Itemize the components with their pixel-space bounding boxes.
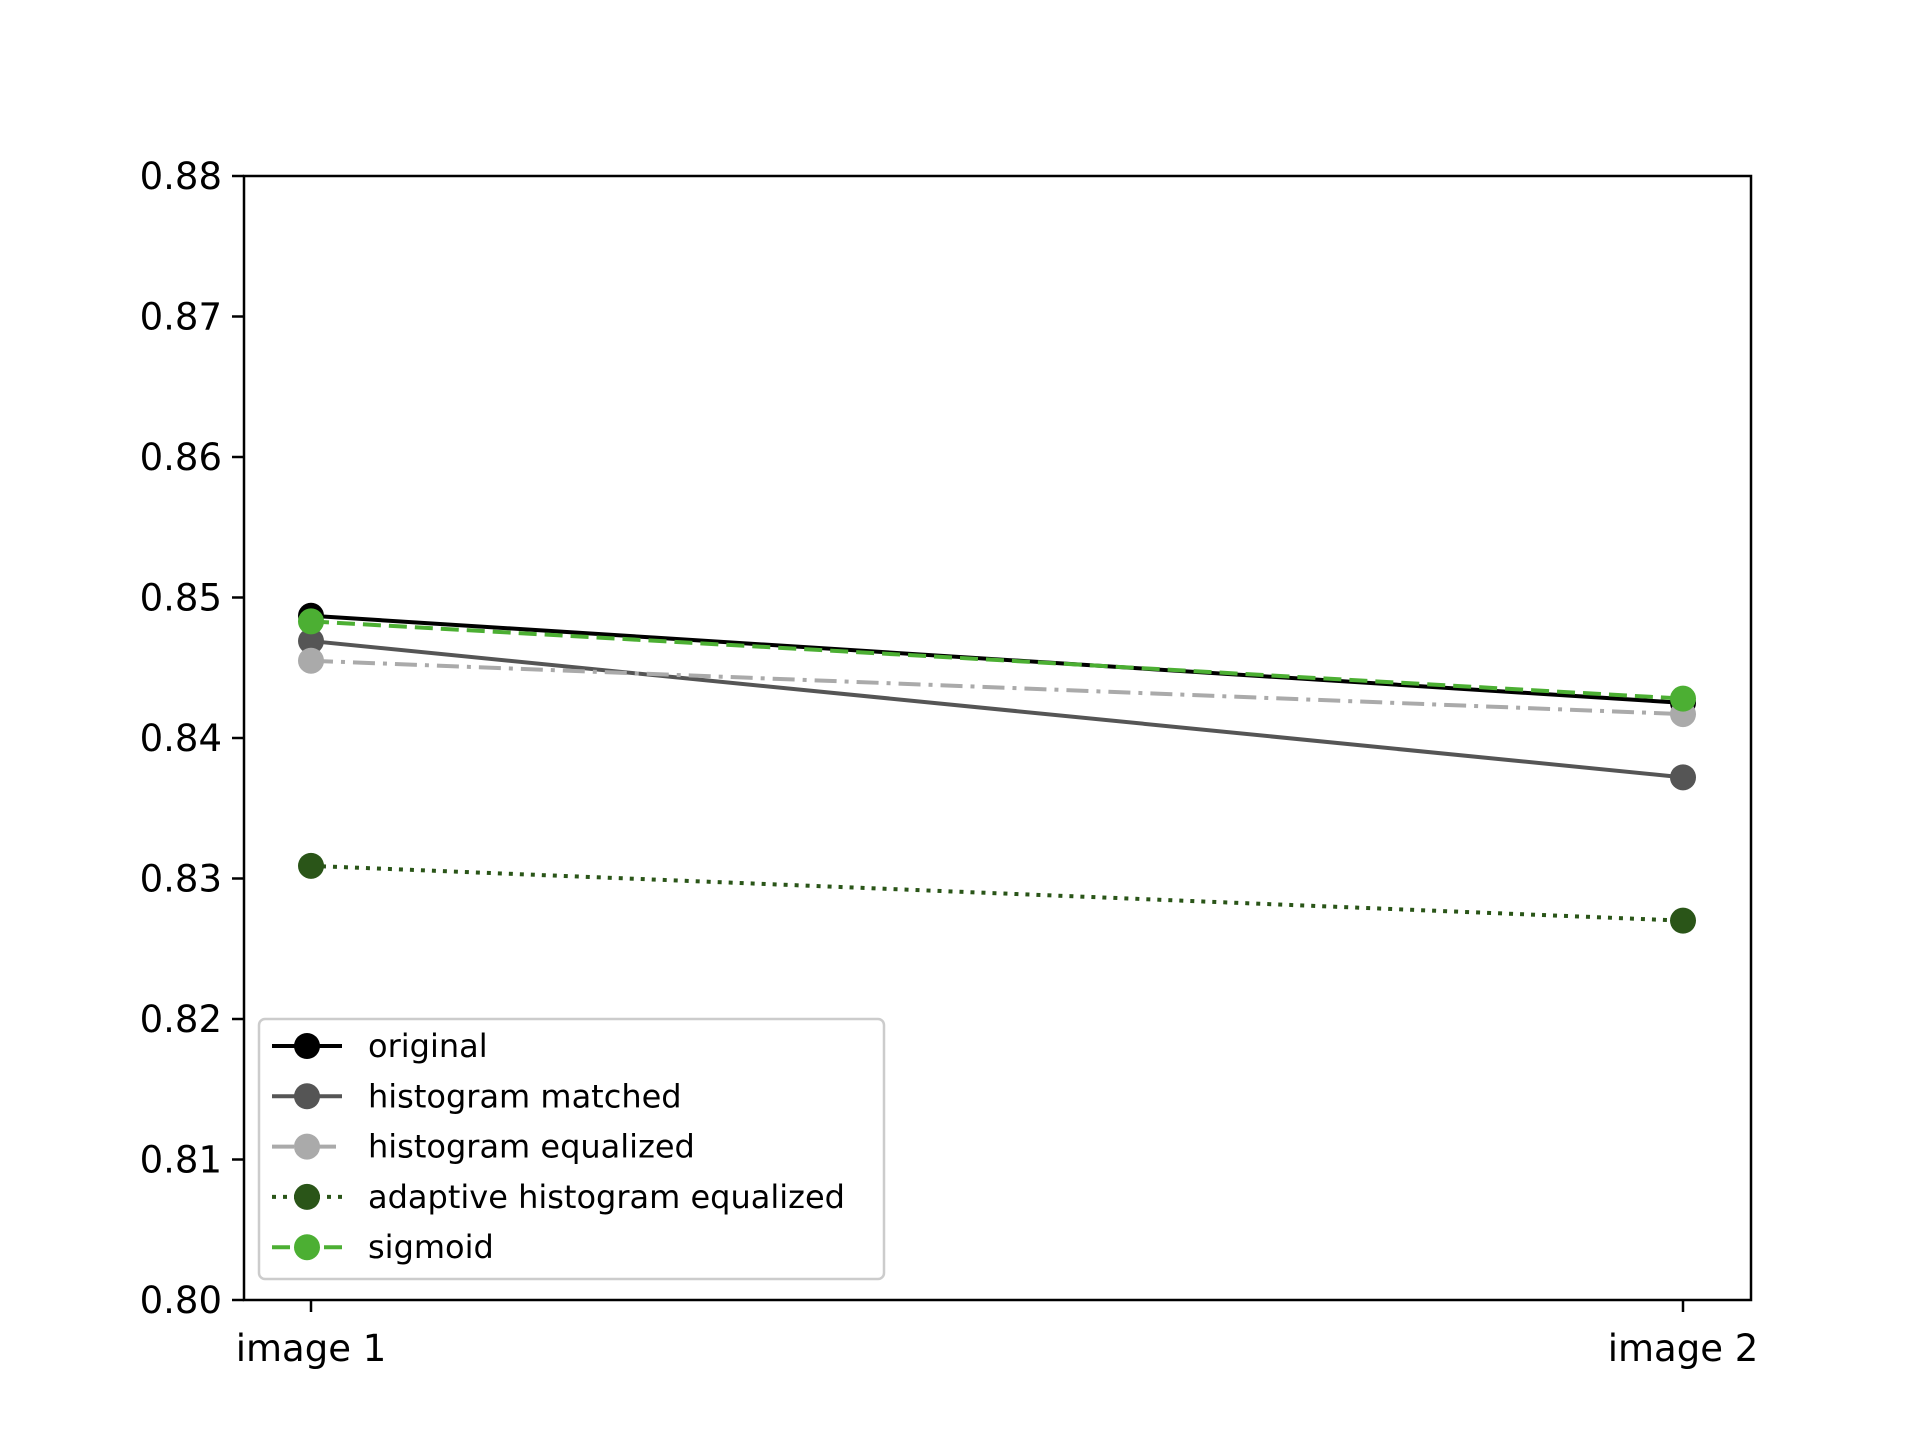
legend-marker <box>294 1234 320 1261</box>
y-tick-label: 0.83 <box>140 858 222 901</box>
series-line <box>310 619 1684 701</box>
data-point <box>298 628 324 655</box>
y-tick-label: 0.81 <box>140 1139 222 1182</box>
x-tick-label: image 2 <box>1608 1327 1759 1370</box>
legend-marker <box>294 1183 320 1210</box>
series-adaptive-histogram-equalized <box>298 852 1696 934</box>
legend-label: histogram equalized <box>368 1128 695 1166</box>
data-point <box>298 852 324 879</box>
y-tick-label: 0.82 <box>140 998 222 1041</box>
legend-marker <box>294 1033 320 1059</box>
legend-entry: adaptive histogram equalized <box>272 1178 845 1216</box>
legend-entry: sigmoid <box>272 1228 494 1266</box>
data-point <box>1670 907 1696 934</box>
legend-entry: histogram matched <box>272 1077 682 1115</box>
legend-entry: histogram equalized <box>272 1128 695 1166</box>
legend-label: original <box>368 1027 488 1065</box>
legend: original histogram matched histogram equal… <box>257 1017 886 1281</box>
legend-marker <box>294 1133 320 1160</box>
series-layer <box>298 602 1696 934</box>
y-tick-label: 0.80 <box>140 1279 222 1322</box>
legend-label: adaptive histogram equalized <box>368 1178 845 1216</box>
x-axis: image 1 image 2 <box>236 1300 1759 1370</box>
y-axis: 0.80 0.81 0.82 0.83 0.84 0.85 0.86 0.87 0.88 <box>140 155 244 1322</box>
legend-entry: original <box>272 1027 488 1065</box>
series-line <box>310 639 1684 780</box>
series-line <box>310 863 1684 923</box>
series-line <box>310 658 1684 717</box>
x-tick-label: image 1 <box>236 1327 387 1370</box>
y-tick-label: 0.87 <box>140 296 222 339</box>
data-point <box>1670 685 1696 712</box>
series-histogram-matched <box>298 628 1696 791</box>
legend-label: histogram matched <box>368 1077 682 1115</box>
y-tick-label: 0.85 <box>140 577 222 620</box>
y-tick-label: 0.88 <box>140 155 222 198</box>
legend-marker <box>294 1083 320 1110</box>
legend-box <box>257 1017 886 1281</box>
data-point <box>1670 764 1696 791</box>
series-sigmoid <box>298 608 1696 712</box>
data-point <box>298 647 324 674</box>
data-point <box>298 608 324 635</box>
legend-label: sigmoid <box>368 1228 494 1266</box>
y-tick-label: 0.86 <box>140 436 222 479</box>
y-tick-label: 0.84 <box>140 717 222 760</box>
